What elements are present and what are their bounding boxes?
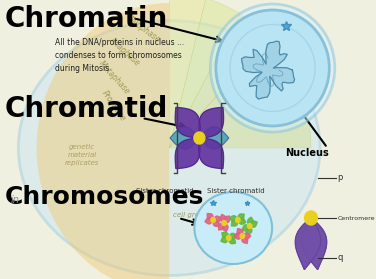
Polygon shape [250, 221, 257, 227]
Polygon shape [222, 232, 229, 239]
Circle shape [305, 211, 317, 225]
Polygon shape [232, 220, 238, 226]
Polygon shape [199, 107, 224, 138]
Polygon shape [296, 218, 321, 270]
Text: in: in [11, 195, 20, 205]
Circle shape [226, 235, 231, 240]
Polygon shape [238, 218, 246, 224]
Polygon shape [199, 138, 224, 169]
Text: Nucleus: Nucleus [285, 148, 329, 158]
Circle shape [222, 220, 226, 225]
Ellipse shape [194, 192, 272, 264]
Wedge shape [169, 39, 311, 148]
Wedge shape [36, 3, 169, 279]
Polygon shape [207, 214, 213, 220]
Wedge shape [169, 0, 206, 148]
Polygon shape [205, 218, 213, 224]
Polygon shape [234, 233, 243, 239]
Polygon shape [229, 237, 235, 244]
Circle shape [211, 218, 215, 222]
Polygon shape [301, 218, 327, 270]
Text: Anaphase: Anaphase [108, 35, 142, 67]
Circle shape [247, 223, 252, 229]
Polygon shape [296, 218, 321, 270]
Polygon shape [221, 236, 229, 243]
Polygon shape [170, 127, 199, 149]
Polygon shape [175, 107, 200, 138]
Text: Telophase: Telophase [126, 15, 162, 44]
Text: cell growth: cell growth [173, 212, 212, 218]
Polygon shape [222, 223, 228, 232]
Text: q: q [338, 254, 343, 263]
Text: Chromatin: Chromatin [5, 5, 168, 33]
Polygon shape [175, 138, 200, 169]
Polygon shape [243, 233, 251, 239]
Text: genetic
material
replicates: genetic material replicates [65, 144, 100, 166]
Ellipse shape [211, 4, 335, 132]
Polygon shape [242, 225, 250, 231]
Polygon shape [230, 216, 238, 222]
Polygon shape [238, 214, 244, 220]
Text: Prophase: Prophase [100, 89, 127, 123]
Text: p: p [338, 174, 343, 182]
Text: Chromosomes: Chromosomes [5, 185, 204, 209]
Wedge shape [169, 0, 240, 148]
Polygon shape [199, 127, 229, 149]
Polygon shape [237, 229, 243, 236]
Polygon shape [213, 216, 221, 222]
Polygon shape [247, 217, 253, 226]
Polygon shape [218, 223, 224, 230]
Polygon shape [224, 216, 230, 223]
Text: Chromatid: Chromatid [5, 95, 168, 123]
Polygon shape [301, 218, 327, 270]
Polygon shape [241, 41, 294, 99]
Ellipse shape [18, 20, 320, 275]
Circle shape [240, 234, 245, 239]
Polygon shape [242, 236, 248, 243]
Text: Sister chromatid: Sister chromatid [207, 188, 265, 194]
Text: Centromere: Centromere [338, 215, 375, 220]
Text: All the DNA/proteins in nucleus ...
condenses to form chromosomes
during Mitosis: All the DNA/proteins in nucleus ... cond… [55, 38, 184, 73]
Circle shape [194, 132, 205, 144]
Wedge shape [169, 14, 270, 148]
Circle shape [235, 218, 240, 222]
Polygon shape [220, 214, 226, 223]
Text: Sister chromatid: Sister chromatid [136, 188, 194, 194]
Ellipse shape [216, 10, 329, 126]
Polygon shape [246, 226, 252, 235]
Polygon shape [229, 233, 237, 240]
Text: Metaphase: Metaphase [96, 59, 131, 96]
Polygon shape [213, 220, 219, 227]
